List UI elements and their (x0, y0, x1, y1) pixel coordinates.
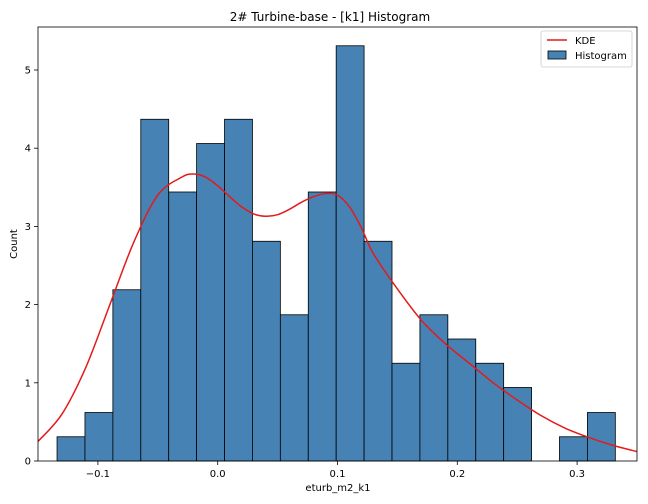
bars-layer (56, 45, 616, 462)
histogram-bar (559, 436, 588, 462)
x-tick-label: 0.1 (330, 469, 346, 480)
y-axis-ticks: 0 1 2 3 4 5 (25, 66, 38, 468)
y-tick-label: 4 (25, 144, 31, 155)
histogram-bar (168, 191, 198, 462)
legend-histogram-label: Histogram (575, 51, 627, 62)
histogram-bar (252, 240, 281, 462)
x-tick-label: −0.1 (86, 469, 110, 480)
x-axis-ticks: −0.1 0.0 0.1 0.2 0.3 (86, 461, 585, 480)
histogram-bar (363, 240, 393, 462)
x-tick-label: 0.3 (569, 469, 585, 480)
histogram-bar (279, 314, 309, 462)
kde-layer (38, 173, 637, 453)
histogram-bar (307, 191, 337, 462)
histogram-bar (196, 143, 225, 462)
y-tick-label: 3 (25, 222, 31, 233)
histogram-bar (335, 45, 365, 462)
histogram-bar (587, 412, 616, 462)
histogram-bar (447, 338, 477, 462)
y-tick-label: 2 (25, 300, 31, 311)
x-tick-label: 0.2 (449, 469, 465, 480)
histogram-bar (503, 387, 532, 462)
histogram-bar (475, 362, 505, 462)
y-tick-label: 0 (25, 457, 31, 468)
legend: KDE Histogram (540, 30, 633, 68)
histogram-bar (140, 118, 170, 462)
chart-title: 2# Turbine-base - [k1] Histogram (230, 10, 430, 24)
legend-histogram-swatch (547, 50, 567, 60)
histogram-bar (224, 118, 253, 462)
histogram-bar (56, 436, 86, 462)
y-tick-label: 5 (25, 66, 31, 77)
kde-curve (38, 173, 637, 453)
histogram-bar (84, 412, 114, 462)
x-axis-label: eturb_m2_k1 (305, 483, 370, 494)
histogram-bar (112, 289, 142, 462)
y-tick-label: 1 (25, 378, 31, 389)
histogram-bar (419, 314, 449, 462)
x-tick-label: 0.0 (210, 469, 226, 480)
y-axis-label: Count (9, 229, 20, 259)
legend-kde-label: KDE (575, 36, 596, 47)
histogram-bar (391, 362, 421, 462)
